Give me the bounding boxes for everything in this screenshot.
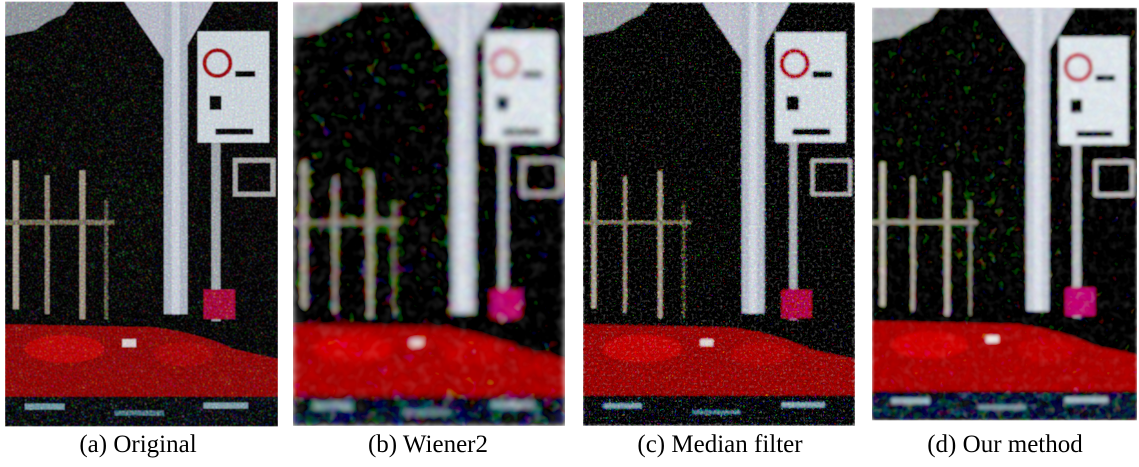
panel-b: (b) Wiener2 bbox=[278, 2, 565, 458]
panel-image bbox=[568, 2, 855, 425]
panel-d: (d) Our method bbox=[858, 8, 1137, 458]
panel-c: (c) Median filter bbox=[568, 2, 855, 458]
panel-image bbox=[0, 2, 278, 427]
panel-image bbox=[278, 2, 565, 425]
caption: (b) Wiener2 bbox=[368, 431, 488, 458]
page: (a) Original (b) Wiener2 (c) Median filt… bbox=[0, 0, 1139, 467]
figure: (a) Original (b) Wiener2 (c) Median filt… bbox=[0, 0, 1139, 467]
caption: (c) Median filter bbox=[637, 431, 803, 458]
panel-image bbox=[858, 8, 1137, 420]
caption: (d) Our method bbox=[927, 431, 1083, 458]
caption: (a) Original bbox=[79, 431, 196, 458]
panel-a: (a) Original bbox=[0, 2, 278, 458]
